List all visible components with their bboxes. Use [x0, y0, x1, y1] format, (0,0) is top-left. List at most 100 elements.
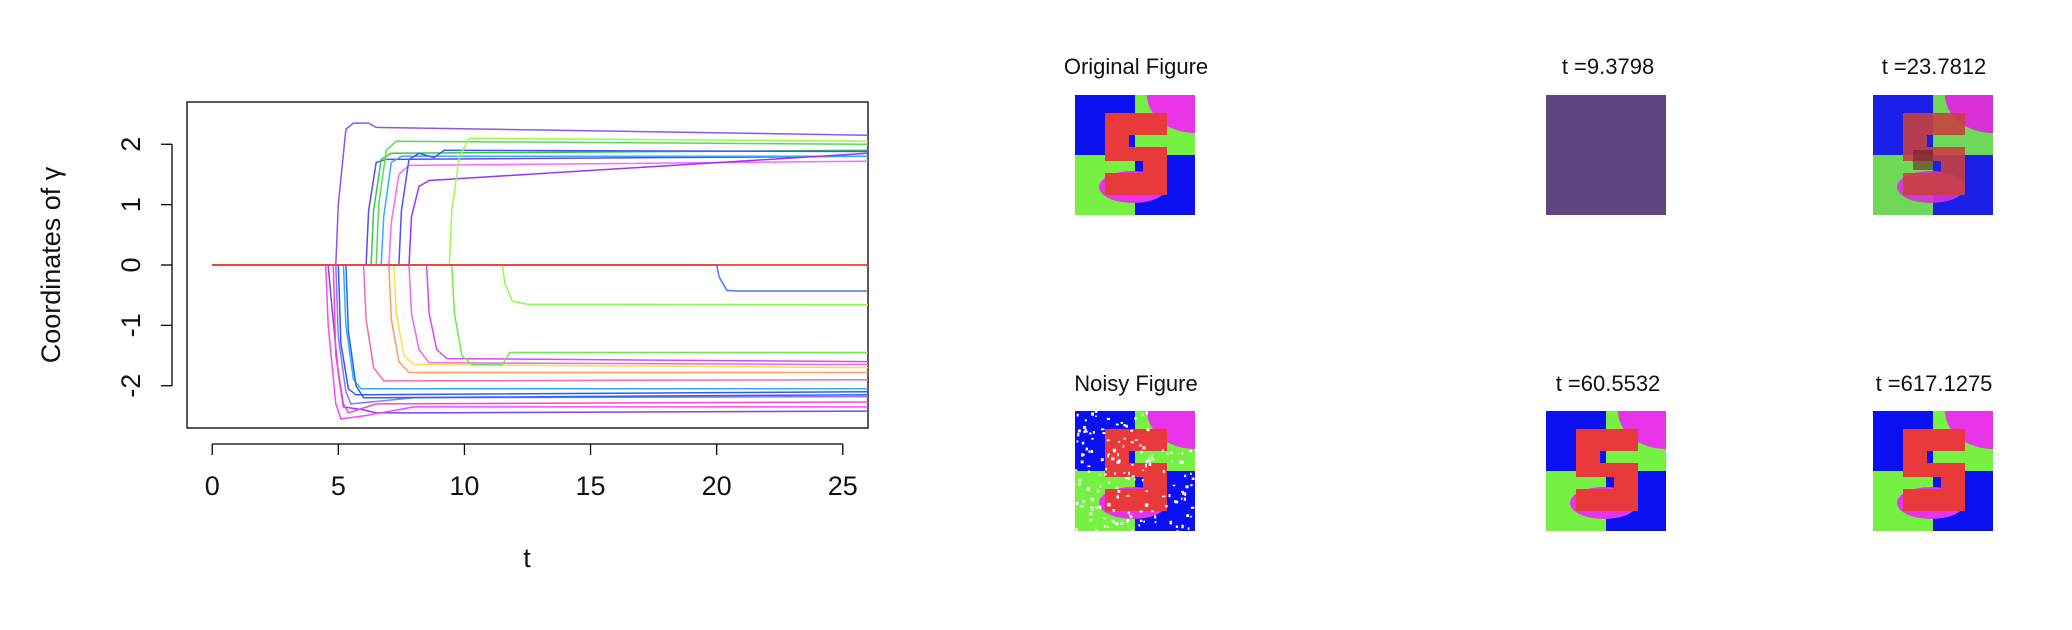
noise-speck: [1123, 437, 1126, 440]
noise-speck: [1181, 490, 1184, 493]
noise-speck: [1081, 441, 1085, 445]
series-lines: [212, 122, 869, 420]
original-figure-title: Original Figure: [1063, 54, 1209, 79]
noise-speck: [1115, 522, 1119, 526]
noise-speck: [1112, 521, 1116, 524]
series-line-22: [212, 149, 869, 266]
noise-speck: [1179, 460, 1182, 464]
noise-speck: [1082, 500, 1085, 503]
y-tick-label: -2: [116, 374, 146, 398]
noise-speck: [1144, 503, 1149, 507]
noise-speck: [1126, 495, 1130, 497]
noise-speck: [1154, 521, 1157, 524]
noise-speck: [1139, 519, 1143, 522]
noise-speck: [1185, 485, 1189, 489]
noise-speck: [1095, 529, 1098, 531]
noise-speck: [1166, 453, 1169, 455]
noise-speck: [1078, 483, 1081, 486]
series-line-2: [212, 264, 868, 420]
x-tick-label: 25: [828, 471, 858, 501]
noise-speck: [1095, 506, 1098, 510]
noise-speck: [1146, 428, 1150, 432]
noise-speck: [1084, 419, 1087, 422]
noise-speck: [1181, 491, 1185, 495]
noise-speck: [1151, 510, 1154, 513]
x-tick-label: 15: [576, 471, 606, 501]
noise-speck: [1141, 413, 1144, 417]
noise-speck: [1134, 439, 1138, 441]
noise-speck: [1125, 424, 1128, 428]
t1-figure-image: [1546, 95, 1666, 215]
noise-speck: [1076, 413, 1079, 417]
noise-speck: [1187, 527, 1190, 530]
noise-speck: [1150, 455, 1153, 459]
noise-speck: [1168, 494, 1171, 498]
series-line-4: [212, 264, 869, 405]
original-figure-image: [1075, 95, 1195, 215]
noise-speck: [1120, 521, 1124, 525]
noise-speck: [1098, 505, 1102, 509]
x-tick-label: 5: [331, 471, 346, 501]
t4-figure-title: t =617.1275: [1875, 371, 1993, 396]
noise-speck: [1082, 453, 1085, 456]
noise-speck: [1089, 512, 1093, 516]
noise-speck: [1114, 472, 1116, 475]
noise-speck: [1142, 446, 1146, 450]
series-line-17: [212, 155, 869, 266]
t2-figure-title: t =23.7812: [1881, 54, 1987, 79]
noise-speck: [1106, 417, 1110, 420]
noise-speck: [1151, 458, 1155, 461]
noise-speck: [1181, 460, 1184, 464]
noise-speck: [1084, 428, 1087, 431]
noise-speck: [1171, 460, 1173, 463]
noise-speck: [1085, 430, 1088, 433]
noise-speck: [1078, 478, 1082, 482]
noise-speck: [1107, 525, 1109, 528]
series-line-1: [212, 264, 869, 414]
noise-speck: [1162, 495, 1166, 498]
noise-speck: [1139, 510, 1143, 513]
series-line-15: [212, 264, 868, 292]
x-tick-label: 0: [205, 471, 220, 501]
noise-speck: [1130, 429, 1133, 432]
noise-speck: [1122, 445, 1125, 448]
noise-speck: [1181, 524, 1184, 529]
noise-speck: [1095, 415, 1097, 417]
noise-speck: [1183, 497, 1187, 501]
series-line-11: [212, 264, 869, 366]
noisy-figure-title: Noisy Figure: [1074, 371, 1198, 396]
noise-speck: [1091, 509, 1094, 511]
noise-speck: [1108, 481, 1110, 485]
noise-speck: [1189, 450, 1192, 453]
noise-speck: [1087, 470, 1091, 473]
t3-figure-title: t =60.5532: [1555, 371, 1661, 396]
noise-speck: [1111, 457, 1115, 461]
noise-speck: [1088, 450, 1091, 453]
series-line-13: [212, 264, 868, 366]
y-tick-label: 1: [116, 197, 146, 212]
noise-speck: [1100, 458, 1104, 462]
noise-speck: [1145, 460, 1148, 464]
t3-figure-image: [1546, 411, 1666, 531]
noise-speck: [1169, 520, 1173, 525]
noise-speck: [1176, 530, 1180, 531]
noise-speck: [1148, 462, 1152, 466]
noise-speck: [1154, 515, 1157, 519]
noise-speck: [1186, 514, 1190, 517]
noise-speck: [1086, 487, 1090, 491]
noise-speck: [1091, 497, 1094, 502]
noise-speck: [1081, 453, 1084, 457]
noise-speck: [1126, 519, 1130, 522]
noise-speck: [1190, 506, 1195, 509]
noise-speck: [1142, 469, 1145, 472]
noise-speck: [1089, 432, 1092, 435]
y-axis-label: Coordinates of γ: [36, 166, 66, 363]
series-line-7: [212, 264, 869, 399]
t1-figure-title: t =9.3798: [1561, 54, 1655, 79]
noise-speck: [1120, 421, 1124, 424]
noise-speck: [1106, 439, 1110, 442]
noise-speckles: [1075, 411, 1195, 531]
noise-speck: [1094, 411, 1098, 413]
noise-speck: [1139, 444, 1142, 447]
